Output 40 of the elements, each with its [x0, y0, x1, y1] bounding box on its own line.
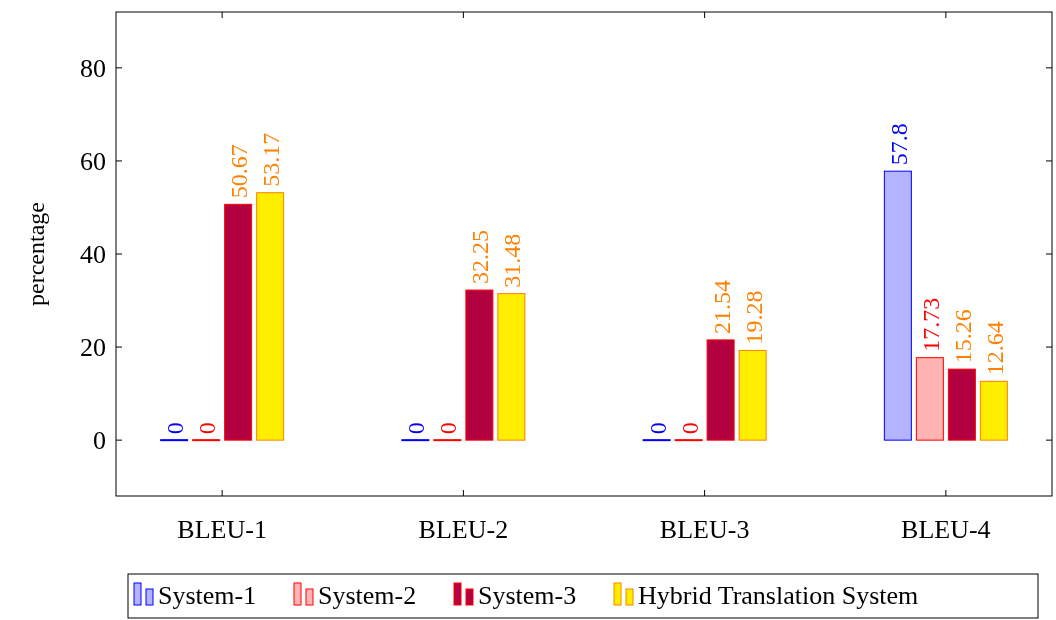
- data-label: 0: [194, 422, 221, 435]
- legend-label: System-1: [158, 581, 257, 610]
- data-label: 0: [676, 422, 703, 435]
- bar: [224, 203, 253, 441]
- y-axis-title: percentage: [23, 202, 49, 306]
- legend-label: System-2: [318, 581, 417, 610]
- bar: [979, 380, 1008, 441]
- x-tick-label: BLEU-4: [901, 515, 991, 544]
- data-label: 0: [403, 422, 430, 435]
- data-label: 17.73: [917, 297, 944, 352]
- bar: [497, 293, 526, 441]
- data-label: 57.8: [885, 123, 912, 166]
- y-tick-label: 60: [80, 147, 106, 177]
- bar: [706, 339, 735, 441]
- data-label: 50.67: [226, 144, 253, 199]
- y-tick-label: 40: [80, 240, 106, 270]
- bar: [915, 357, 944, 441]
- bar: [738, 349, 767, 441]
- data-label: 12.64: [981, 321, 1008, 376]
- data-label: 53.17: [258, 132, 285, 187]
- data-label: 0: [644, 422, 671, 435]
- x-tick-label: BLEU-1: [177, 515, 267, 544]
- x-tick-label: BLEU-3: [659, 515, 750, 544]
- bar: [947, 368, 976, 441]
- data-label: 32.25: [467, 230, 494, 285]
- data-label: 15.26: [949, 309, 976, 364]
- data-label: 0: [162, 422, 189, 435]
- bar: [883, 170, 912, 441]
- y-tick-label: 0: [93, 426, 106, 456]
- legend-label: Hybrid Translation System: [638, 581, 919, 610]
- data-label: 19.28: [740, 290, 767, 345]
- bar: [465, 289, 494, 441]
- y-tick-label: 20: [80, 333, 106, 363]
- data-label: 0: [435, 422, 462, 435]
- data-label: 31.48: [499, 233, 526, 288]
- x-tick-label: BLEU-2: [418, 515, 509, 544]
- legend-label: System-3: [478, 581, 577, 610]
- y-tick-label: 80: [80, 53, 106, 83]
- bar: [256, 192, 285, 441]
- data-label: 21.54: [708, 279, 735, 334]
